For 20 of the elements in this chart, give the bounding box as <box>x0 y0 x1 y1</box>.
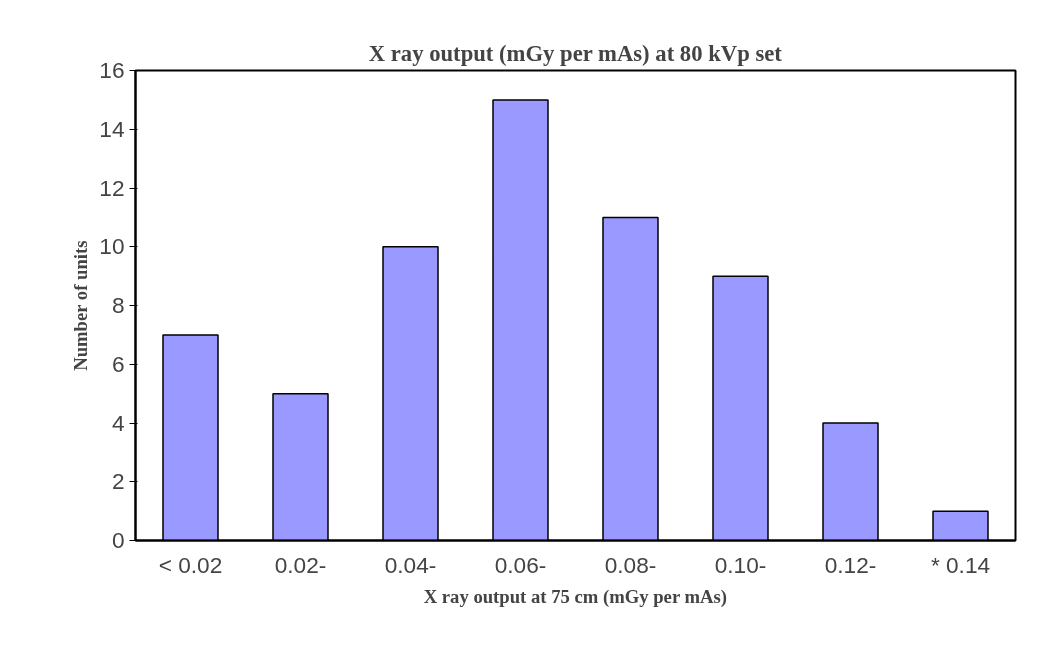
x-tick-label: * 0.14 <box>930 551 991 578</box>
y-tick-label: 10 <box>99 233 125 260</box>
x-tick-label: 0.02- <box>274 551 327 578</box>
y-tick-label: 0 <box>111 527 125 553</box>
x-tick-label: 0.04- <box>384 551 437 578</box>
x-tick-label: < 0.02 <box>158 551 223 578</box>
x-tick-label: 0.08- <box>604 551 657 578</box>
y-tick-label: 16 <box>99 57 125 83</box>
x-tick-label: 0.12- <box>824 551 877 578</box>
y-tick-label: 6 <box>111 350 125 377</box>
x-tick-label: 0.10- <box>714 551 767 578</box>
y-tick-label: 4 <box>111 409 125 436</box>
x-tick-label: 0.06- <box>494 551 547 578</box>
y-tick-label: 14 <box>99 115 125 142</box>
x-axis-title: X ray output at 75 cm (mGy per mAs) <box>423 585 727 608</box>
y-tick-label: 2 <box>111 468 125 495</box>
y-axis-title: Number of units <box>70 240 92 371</box>
y-tick-label: 8 <box>111 292 125 318</box>
y-tick-label: 12 <box>99 174 125 201</box>
chart-title: X ray output (mGy per mAs) at 80 kVp set <box>368 40 783 66</box>
